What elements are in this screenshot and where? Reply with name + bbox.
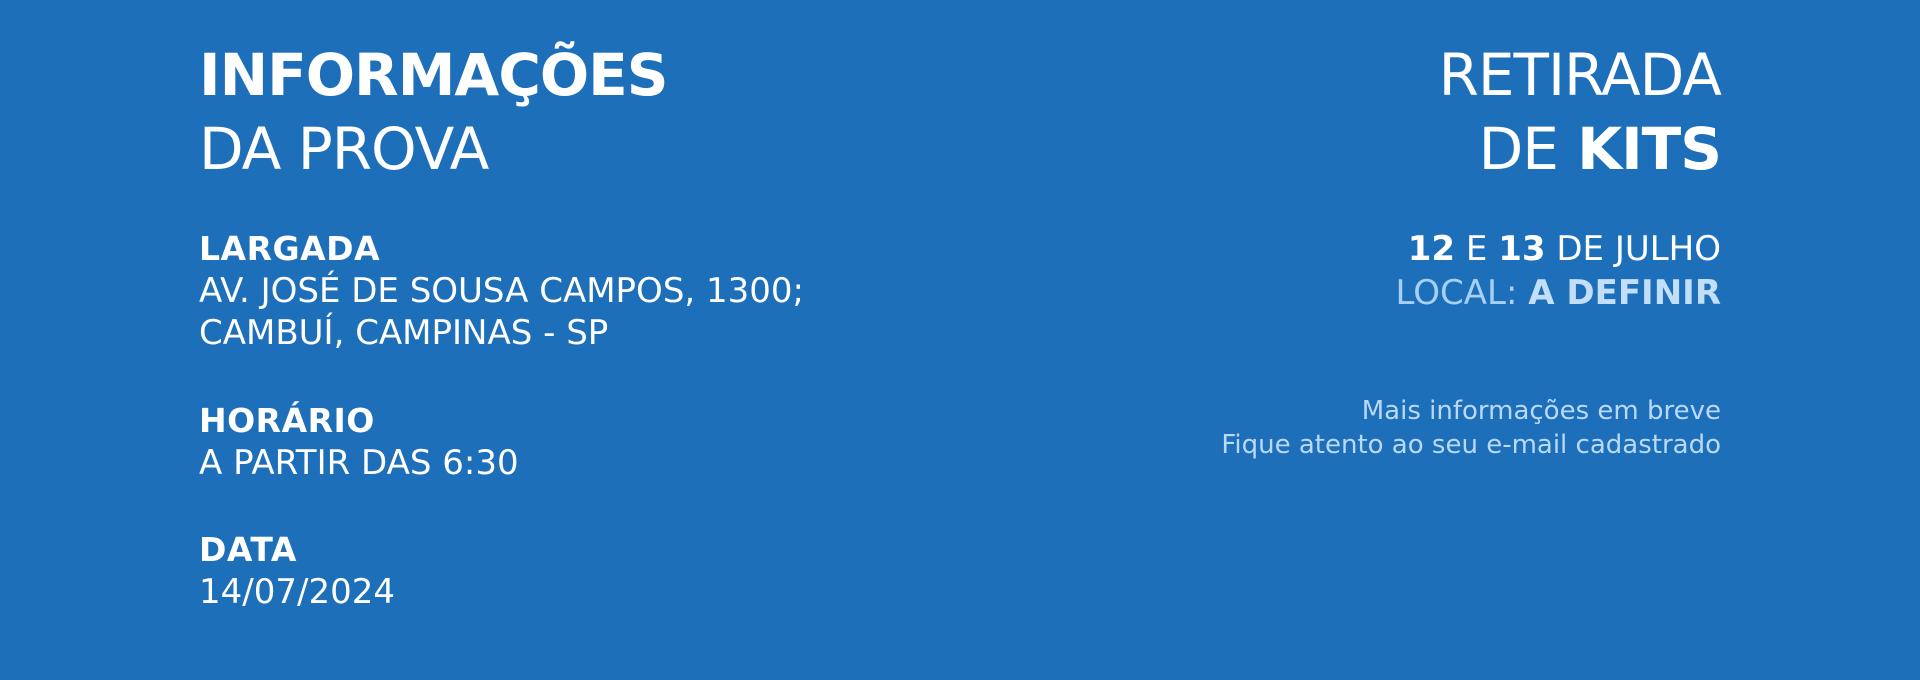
- kit-pickup-location-value: A DEFINIR: [1528, 273, 1721, 313]
- kit-pickup-title-de: DE: [1478, 115, 1559, 183]
- kit-pickup-title-line-2: DE KITS: [1439, 112, 1722, 186]
- start-location-line-1: AV. JOSÉ DE SOUSA CAMPOS, 1300;: [199, 271, 804, 311]
- start-time-section: HORÁRIO A PARTIR DAS 6:30: [199, 400, 519, 484]
- kit-pickup-date-connector: E: [1465, 229, 1488, 269]
- start-time-label: HORÁRIO: [199, 401, 375, 440]
- kit-pickup-title: RETIRADA DE KITS: [1438, 38, 1722, 186]
- kit-pickup-title-line-1: RETIRADA: [1438, 41, 1722, 109]
- event-date-section: DATA 14/07/2024: [199, 529, 395, 613]
- event-date-label: DATA: [199, 530, 297, 569]
- kit-pickup-notice-line-1: Mais informações em breve: [1361, 396, 1721, 426]
- kit-pickup-location-label: LOCAL:: [1395, 273, 1518, 313]
- kit-pickup-notice: Mais informações em breve Fique atento a…: [1221, 394, 1721, 462]
- kit-pickup-day-2: 13: [1498, 229, 1546, 269]
- start-location-line-2: CAMBUÍ, CAMPINAS - SP: [199, 313, 609, 353]
- kit-pickup-dates: 12 E 13 DE JULHO: [1408, 228, 1721, 270]
- event-info-title: INFORMAÇÕES DA PROVA: [199, 38, 999, 186]
- event-info-title-light: DA PROVA: [199, 115, 489, 183]
- kit-pickup-month: DE JULHO: [1556, 229, 1721, 269]
- kit-pickup-day-1: 12: [1407, 229, 1456, 269]
- event-info-panel: INFORMAÇÕES DA PROVA LARGADA AV. JOSÉ DE…: [199, 38, 999, 612]
- kit-pickup-location: LOCAL: A DEFINIR: [1396, 272, 1721, 314]
- kit-pickup-title-bold: KITS: [1577, 115, 1722, 183]
- kit-pickup-notice-line-2: Fique atento ao seu e-mail cadastrado: [1221, 430, 1721, 460]
- start-location-label: LARGADA: [199, 229, 381, 268]
- start-location-section: LARGADA AV. JOSÉ DE SOUSA CAMPOS, 1300; …: [199, 228, 804, 354]
- event-info-title-bold: INFORMAÇÕES: [199, 41, 669, 109]
- start-time-value: A PARTIR DAS 6:30: [199, 443, 519, 483]
- event-date-value: 14/07/2024: [199, 572, 395, 612]
